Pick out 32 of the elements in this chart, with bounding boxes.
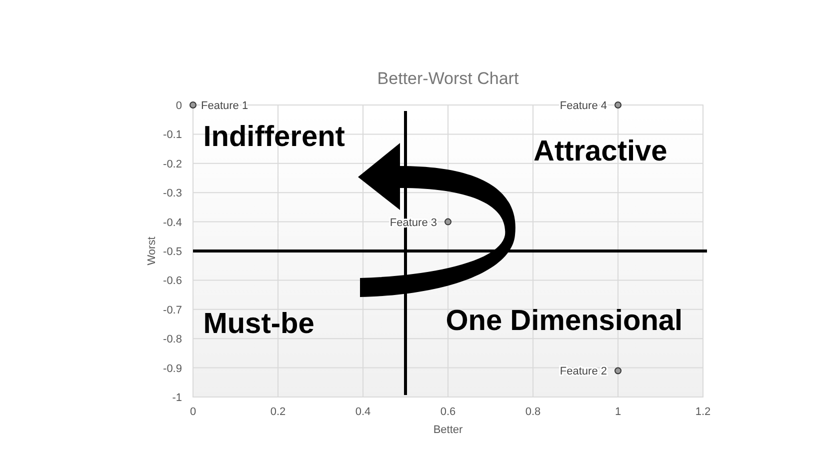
annotation: Must-be [203,308,314,340]
x-axis-title: Better [433,424,464,436]
y-tick-label: -0.3 [163,188,182,200]
series-label: Feature 2 [560,366,607,378]
y-tick-label: -0.7 [163,304,182,316]
y-tick-label: -0.8 [163,334,182,346]
y-tick-label: -0.9 [163,362,182,375]
annotation: Indifferent [203,120,346,153]
y-tick-label: -0.6 [163,275,182,288]
point [444,218,452,226]
x-tick-label: 0 [190,406,196,418]
y-tick-label: -0.5 [163,246,182,258]
point [614,102,622,108]
y-tick-label: -0.4 [163,216,182,229]
y-tick-label: 0 [176,100,182,112]
series-label: Feature 4 [560,100,607,112]
annotation: One Dimensional [446,304,683,337]
y-axis-title: Worst [146,236,158,266]
series-label: Feature 1 [201,100,248,112]
point [614,367,622,374]
y-tick-label: -0.1 [163,129,182,142]
annotation: Attractive [534,135,668,168]
x-tick-label: 0.6 [440,406,456,418]
y-tick-label: -0.2 [163,158,182,170]
x-tick-label: 1 [614,406,622,418]
x-tick-label: 0.4 [355,406,371,418]
x-tick-label: 0.8 [525,406,541,418]
y-tick-label: -1 [172,392,182,404]
point [190,102,196,108]
x-tick-label: 1.2 [695,406,711,418]
chart-title: Better-Worst Chart [377,69,519,88]
x-tick-label: 0.2 [270,406,286,418]
